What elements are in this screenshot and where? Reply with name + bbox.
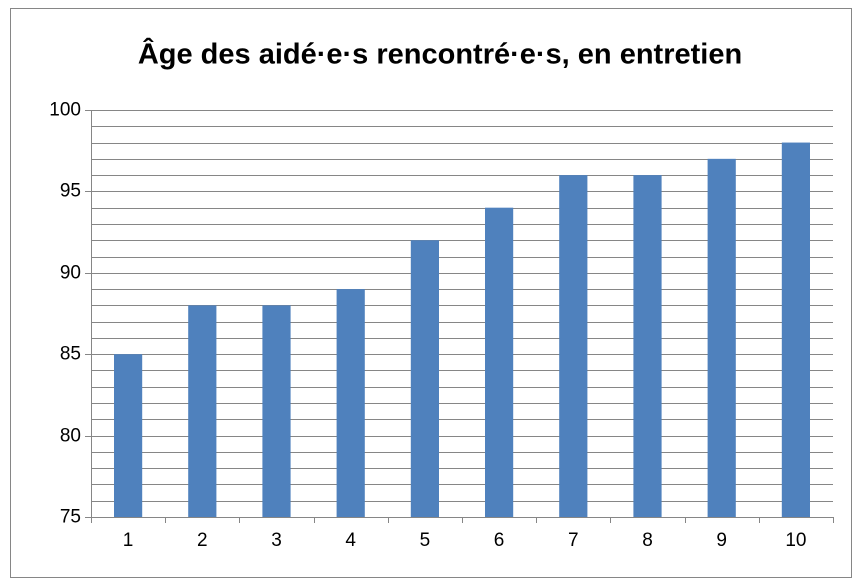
x-tick-label: 3 — [271, 530, 282, 551]
bar — [262, 305, 291, 517]
x-tick-label: 2 — [197, 530, 208, 551]
x-tick-label: 1 — [123, 530, 134, 551]
y-tick-label: 95 — [60, 181, 81, 202]
bar — [410, 240, 439, 518]
x-tick-label: 6 — [494, 530, 505, 551]
x-tick-label: 5 — [420, 530, 431, 551]
y-tick-label: 80 — [60, 426, 81, 447]
bar — [633, 175, 662, 517]
y-tick-label: 100 — [49, 100, 81, 121]
y-tick-label: 90 — [60, 263, 81, 284]
bar — [781, 142, 810, 517]
x-tick-label: 9 — [716, 530, 727, 551]
bar — [707, 158, 736, 517]
bar — [559, 175, 588, 517]
y-tick-label: 75 — [60, 507, 81, 528]
chart-title: Âge des aidé·e·s rencontré·e·s, en entre… — [138, 37, 742, 71]
x-tick-label: 8 — [642, 530, 653, 551]
x-tick-label: 10 — [785, 530, 806, 551]
x-tick-label: 7 — [568, 530, 579, 551]
bar — [336, 289, 365, 517]
y-tick-label: 85 — [60, 344, 81, 365]
bar — [188, 305, 217, 517]
x-tick-label: 4 — [345, 530, 356, 551]
bar — [485, 207, 514, 517]
bar — [114, 354, 143, 517]
